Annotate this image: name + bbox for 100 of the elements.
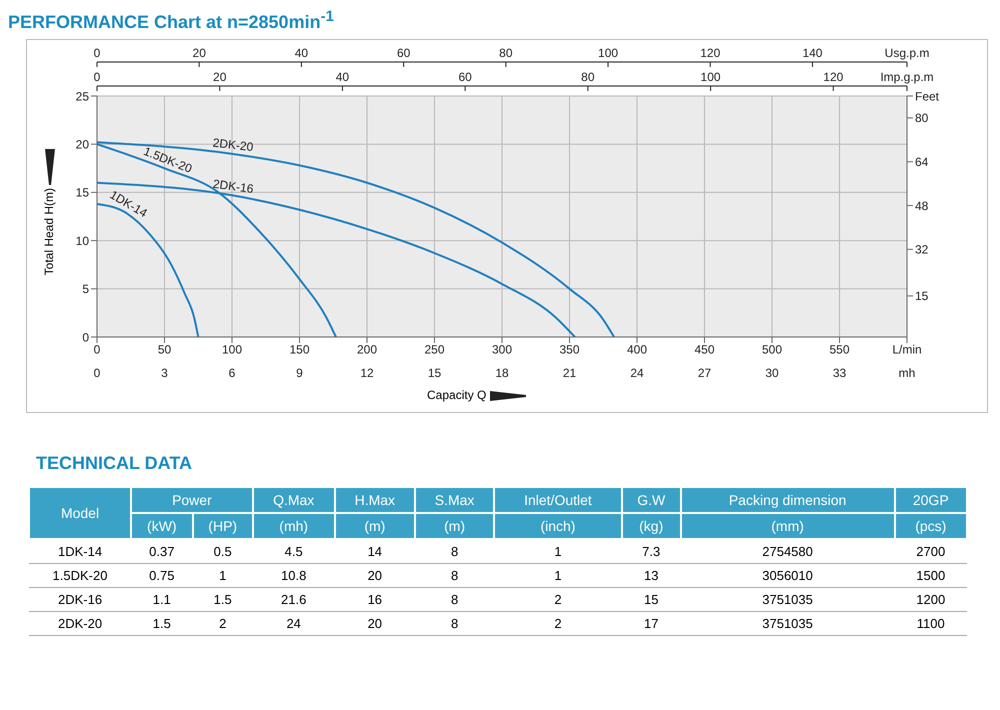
text: 15	[428, 366, 442, 380]
text: 3056010	[680, 564, 895, 588]
text: 16	[334, 588, 416, 612]
text: 20	[334, 612, 416, 636]
text: G.W	[622, 487, 681, 513]
text: 14	[334, 539, 416, 564]
text: 20	[334, 564, 416, 588]
text: 0.5	[192, 539, 253, 564]
text: 13	[622, 564, 681, 588]
text: 7.3	[622, 539, 681, 564]
text: (kg)	[622, 513, 681, 539]
x-tick-label: 100	[222, 342, 242, 357]
text: 2DK-16	[29, 588, 132, 612]
text: 8	[415, 564, 494, 588]
x-tick-label: 150	[289, 342, 310, 357]
text: 12	[360, 366, 374, 380]
text: 10.8	[252, 564, 335, 588]
text: 2754580	[680, 539, 895, 564]
text: 2	[494, 612, 622, 636]
y-tick-label: 20	[76, 137, 90, 152]
x-tick-label: 400	[626, 342, 648, 357]
text: 24	[252, 612, 335, 636]
text: 15	[622, 588, 681, 612]
text: 3751035	[680, 612, 895, 636]
text: TECHNICAL DATA	[36, 453, 193, 474]
chart-title: PERFORMANCE Chart at n=2850min$^{-1}$	[8, 8, 335, 33]
x-tick-label: 350	[559, 342, 580, 357]
text: 21	[562, 366, 576, 380]
y2-tick-label: 15	[915, 289, 929, 304]
x2-tick-label: Usg.p.m	[884, 46, 930, 60]
text: 21.6	[252, 588, 335, 612]
text: 18	[495, 366, 509, 380]
x2-tick-label: 0	[94, 46, 101, 60]
x2-tick-label: 80	[499, 46, 513, 60]
text: 1.5	[131, 612, 193, 636]
text: 100	[700, 70, 721, 84]
y-axis-title: Total Head H(m)	[42, 187, 56, 278]
text: 2DK-20	[212, 136, 254, 154]
text: 2DK-16	[212, 176, 255, 196]
text: Power	[131, 487, 253, 513]
text: 80	[581, 70, 595, 84]
x-tick-label: L/min	[892, 342, 922, 357]
y2-tick-label: 80	[915, 111, 929, 126]
text: H.Max	[334, 487, 416, 513]
text: (inch)	[494, 513, 622, 539]
text: 20GP	[894, 487, 967, 513]
y-tick-label: 15	[76, 186, 90, 200]
text: mh	[898, 366, 916, 380]
text: 1500	[894, 564, 967, 588]
text: 40	[336, 70, 350, 84]
text: 2	[494, 588, 622, 612]
x2-tick-label: 140	[802, 46, 823, 60]
text: Packing dimension	[680, 487, 895, 513]
text: 3	[161, 366, 168, 380]
text: 6	[228, 366, 236, 380]
text: 3751035	[680, 588, 895, 612]
text: 0	[94, 70, 101, 84]
y2-tick-label: Feet	[915, 89, 940, 104]
x2-tick-label: 100	[598, 46, 618, 60]
text: (m)	[334, 513, 416, 539]
text: Q.Max	[252, 487, 335, 513]
text: 1.5DK-20	[29, 564, 132, 588]
text: 1	[192, 564, 253, 588]
text: (pcs)	[894, 513, 967, 539]
x-tick-label: 300	[492, 342, 512, 357]
x2-tick-label: 40	[294, 46, 308, 60]
text: 0	[94, 366, 101, 380]
text: 20	[213, 70, 227, 84]
text: 1200	[894, 588, 967, 612]
text: Model	[29, 487, 132, 539]
text: 0.75	[131, 564, 193, 588]
text: 9	[296, 366, 304, 380]
text: 2700	[894, 539, 967, 564]
text: 0.37	[131, 539, 193, 564]
text: 2	[192, 612, 253, 636]
text: (mh)	[252, 513, 335, 539]
text: 1.1	[131, 588, 193, 612]
text: 2DK-20	[29, 612, 132, 636]
text: 27	[698, 366, 712, 380]
x-tick-label: 550	[829, 342, 850, 357]
text: Inlet/Outlet	[494, 487, 622, 513]
text: Imp.g.p.m	[880, 70, 934, 84]
text: 8	[415, 612, 494, 636]
text: (HP)	[192, 513, 253, 539]
y2-tick-label: 32	[915, 242, 929, 257]
x2-tick-label: 60	[396, 46, 411, 60]
x-tick-label: 450	[694, 342, 715, 357]
text: 60	[458, 70, 472, 84]
text: 1.5	[192, 588, 253, 612]
y-tick-label: 5	[82, 282, 90, 296]
x-tick-label: 200	[356, 342, 378, 357]
y-tick-label: 10	[76, 234, 90, 248]
y-tick-label: 0	[82, 330, 90, 344]
y2-tick-label: 48	[915, 198, 929, 213]
y2-tick-label: 64	[915, 154, 929, 169]
x-tick-label: 500	[762, 342, 782, 357]
text: 1DK-14	[29, 539, 132, 564]
x-tick-label: 50	[158, 342, 172, 357]
text: 1	[494, 564, 622, 588]
text: 1	[494, 539, 622, 564]
